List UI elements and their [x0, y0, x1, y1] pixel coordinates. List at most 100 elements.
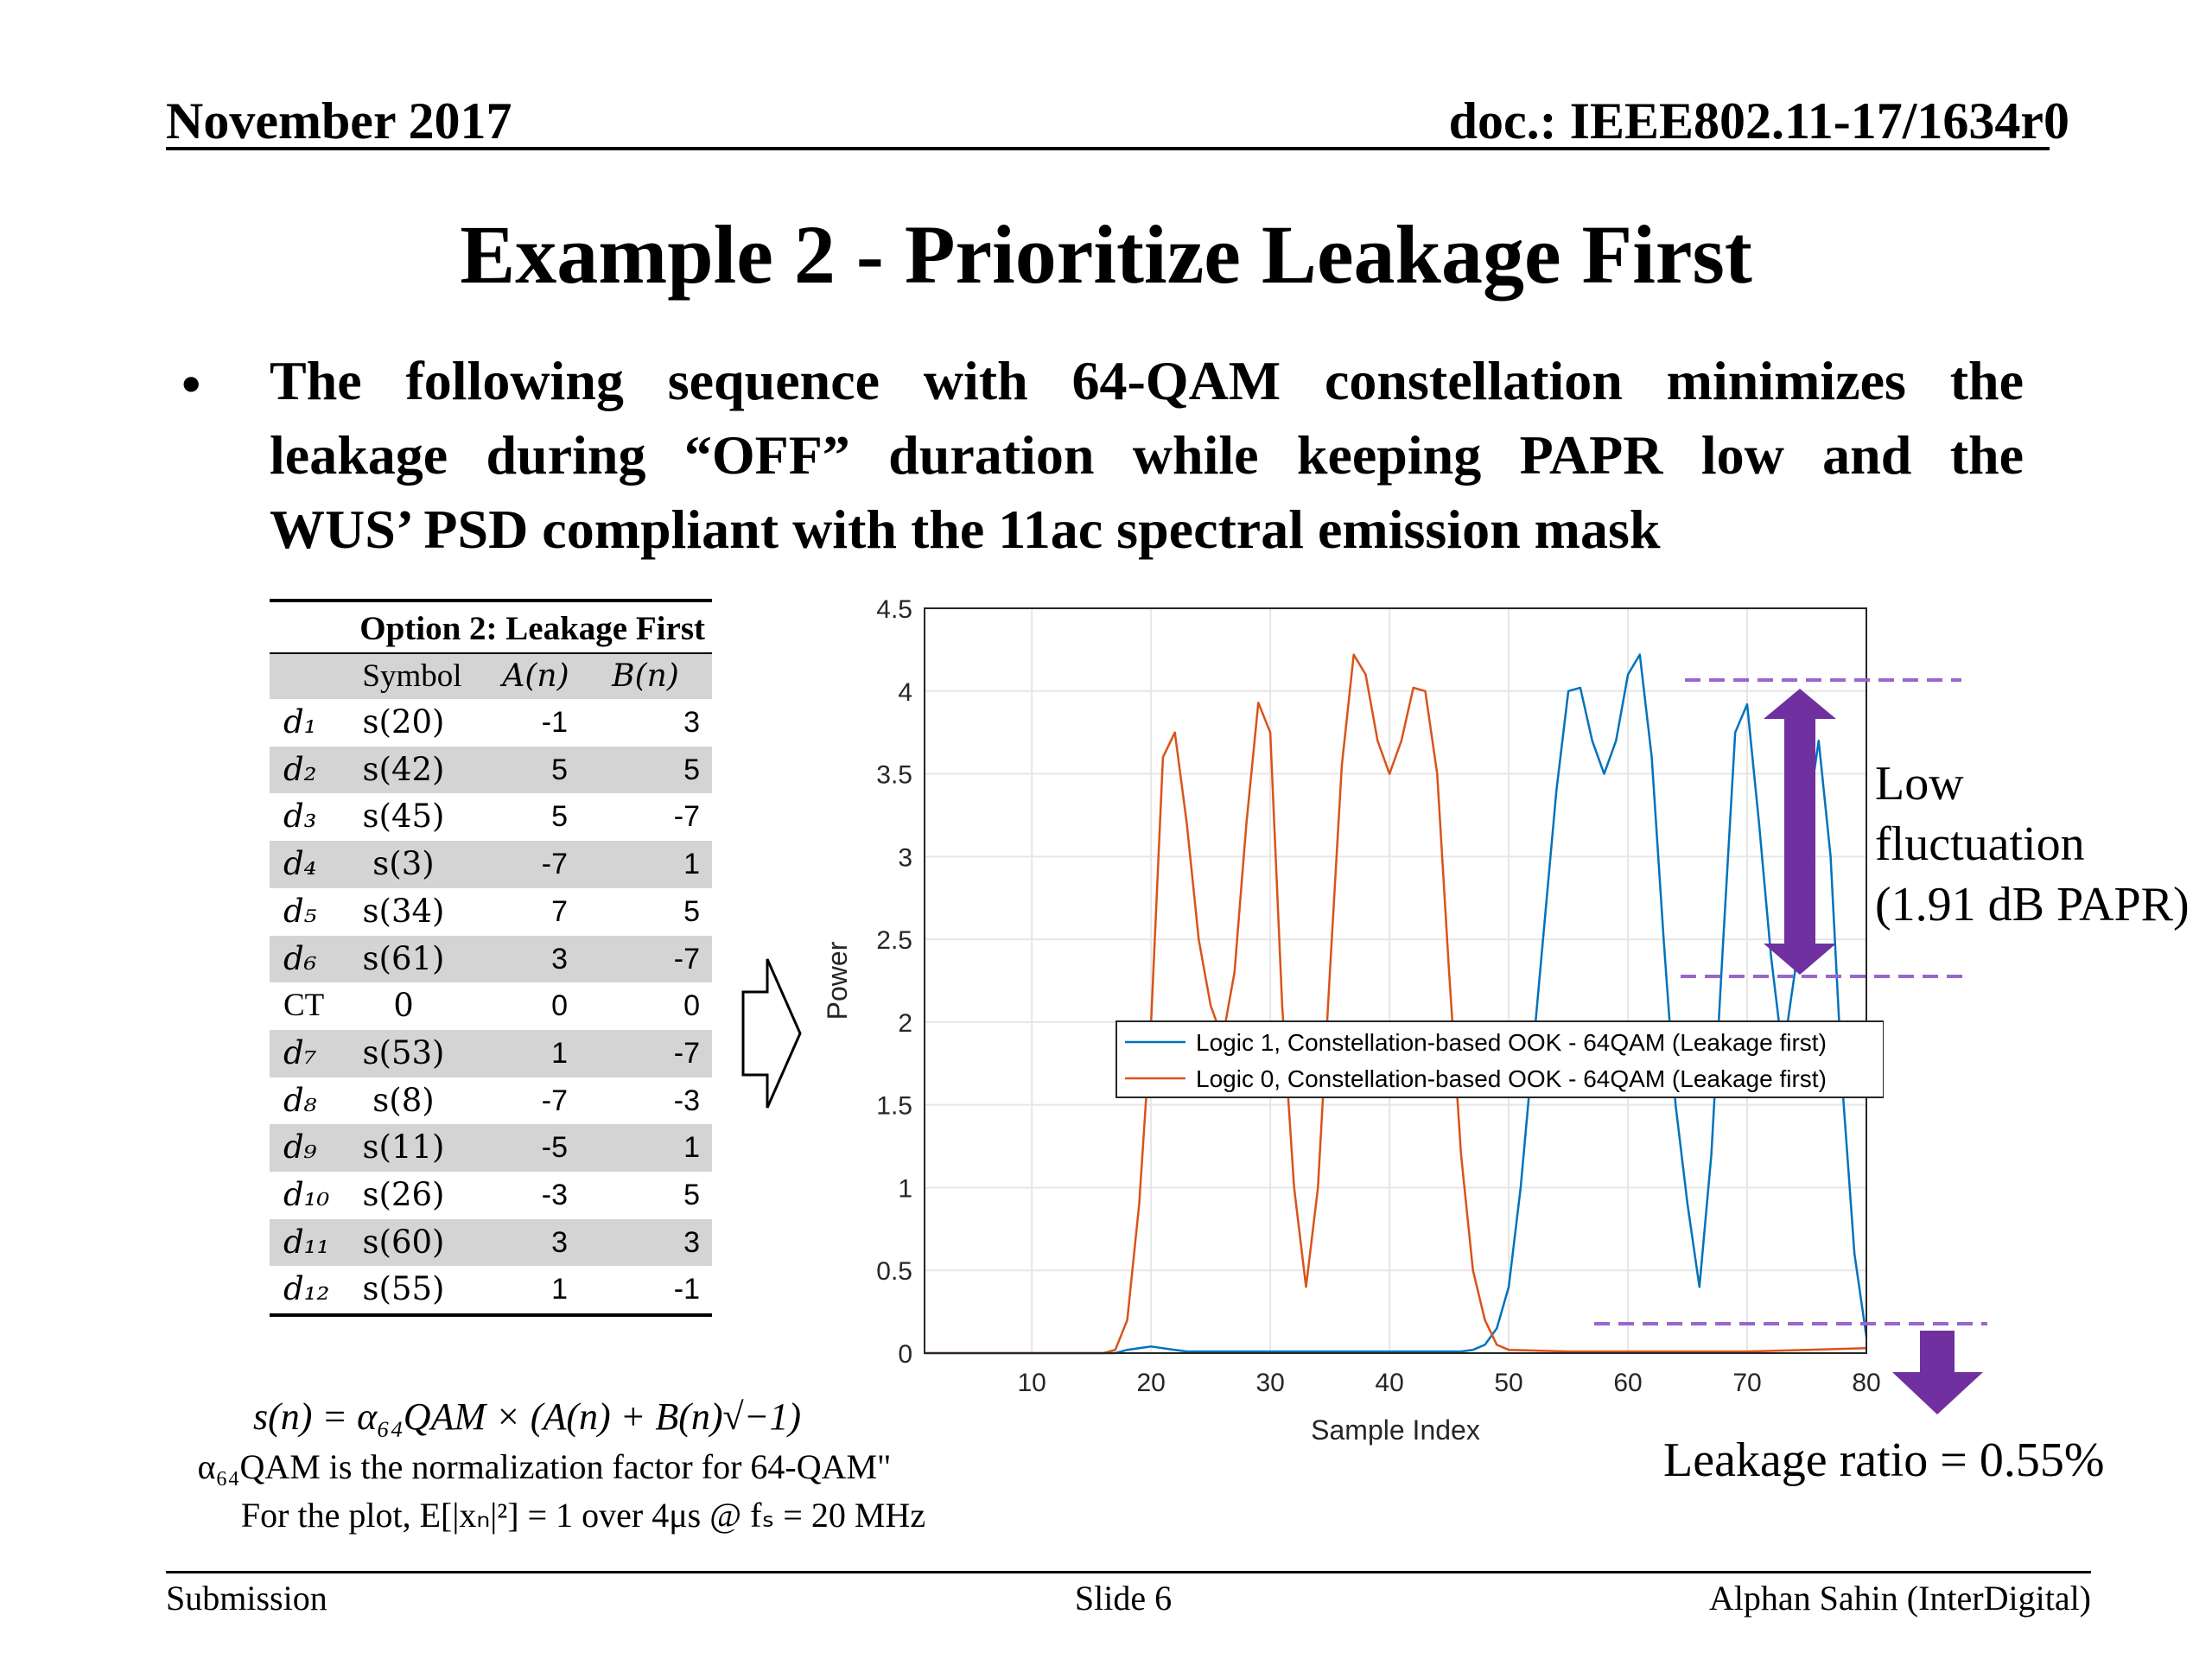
- leakage-annotation: Leakage ratio = 0.55%: [1663, 1433, 2105, 1487]
- row-label-cell: d₃: [283, 798, 317, 836]
- legend-label: Logic 0, Constellation-based OOK - 64QAM…: [1196, 1065, 1827, 1092]
- b-value-cell: 5: [683, 1179, 700, 1211]
- bullet-text: The following sequence with 64-QAM const…: [270, 344, 2024, 567]
- footer-rule: [166, 1571, 2091, 1573]
- b-value-cell: -3: [673, 1084, 700, 1117]
- annotation-line: fluctuation: [1875, 817, 2085, 871]
- row-label-cell: d₁: [283, 703, 317, 741]
- symbol-cell: s(26): [362, 1176, 445, 1213]
- down-arrow-icon: [1892, 1331, 1983, 1414]
- table-mid-rule: [270, 652, 712, 654]
- footer-author: Alphan Sahin (InterDigital): [1708, 1579, 2091, 1618]
- chart-grid: [925, 607, 1867, 1354]
- symbol-cell: s(20): [362, 703, 445, 741]
- row-label-cell: d₄: [283, 845, 317, 883]
- table-row: d₁₂ s(55) 1 -1: [270, 1266, 712, 1313]
- a-value-cell: 5: [551, 800, 568, 834]
- x-tick-label: 10: [1017, 1369, 1046, 1397]
- x-tick-label: 60: [1613, 1369, 1642, 1397]
- table-title: Option 2: Leakage First: [359, 610, 705, 647]
- row-label-cell: d₁₁: [283, 1223, 330, 1261]
- symbol-cell: s(45): [362, 798, 445, 836]
- a-value-cell: 1: [551, 1036, 568, 1070]
- b-value-cell: 5: [683, 753, 700, 786]
- b-value-cell: 3: [683, 706, 700, 739]
- symbol-cell: s(53): [362, 1033, 445, 1071]
- x-tick-label: 30: [1255, 1369, 1284, 1397]
- symbol-cell: s(60): [362, 1223, 445, 1261]
- y-tick-label: 1.5: [876, 1092, 912, 1121]
- footer-submission: Submission: [166, 1579, 327, 1618]
- a-value-cell: -7: [541, 1084, 568, 1117]
- chart-series-layer: [925, 653, 1868, 1355]
- symbol-cell: s(34): [362, 892, 445, 930]
- header-date: November 2017: [166, 92, 512, 149]
- table-header-cell: B(n): [612, 658, 679, 694]
- series-line-1: [925, 653, 1868, 1355]
- b-value-cell: 1: [683, 848, 700, 881]
- x-tick-label: 80: [1852, 1369, 1880, 1397]
- table-header-cell: A(n): [502, 658, 569, 694]
- row-label-cell: d₇: [283, 1033, 317, 1071]
- row-label-cell: d₉: [283, 1128, 317, 1166]
- row-label-cell: d₆: [283, 939, 317, 977]
- y-tick-label: 0: [898, 1340, 912, 1369]
- table-row: d₁₁ s(60) 3 3: [270, 1218, 712, 1267]
- row-label-cell: d₈: [283, 1081, 317, 1119]
- table-row: d₆ s(61) 3 -7: [270, 935, 712, 983]
- a-value-cell: 5: [551, 753, 568, 786]
- symbol-cell: 0: [393, 987, 414, 1025]
- annotation-line: (1.91 dB PAPR): [1875, 878, 2190, 931]
- b-value-cell: 5: [683, 894, 700, 928]
- table-top-rule: [270, 599, 712, 602]
- table-row: d₃ s(45) 5 -7: [270, 793, 712, 841]
- b-value-cell: -1: [673, 1273, 700, 1306]
- power-chart: 0 0.5 1 1.5 2 2.5 3 3.5 4 4.5 10 20 30 40 50 60 70 80 Sa…: [822, 595, 1884, 1446]
- x-tick-label: 50: [1494, 1369, 1522, 1397]
- b-value-cell: -7: [673, 800, 700, 834]
- right-arrow-icon: [741, 958, 802, 1109]
- formula-symbol-definition: s(n) = α₆₄QAM × (A(n) + B(n)√−1): [252, 1395, 801, 1438]
- row-label-cell: d₁₀: [283, 1176, 330, 1213]
- a-value-cell: -7: [541, 848, 568, 881]
- formula-plot-note: For the plot, E[|xₙ|²] = 1 over 4μs @ fₛ…: [240, 1496, 926, 1535]
- symbol-cell: s(55): [362, 1270, 445, 1308]
- table-row: d₇ s(53) 1 -7: [270, 1029, 712, 1077]
- y-tick-label: 2: [898, 1009, 912, 1038]
- table-row: CT 0 0 0: [270, 982, 712, 1030]
- slide-title: Example 2 - Prioritize Leakage First: [460, 208, 1752, 301]
- table-row: d₅ s(34) 7 5: [270, 888, 712, 936]
- x-tick-label: 40: [1375, 1369, 1403, 1397]
- y-tick-label: 4.5: [876, 595, 912, 624]
- a-value-cell: 1: [551, 1273, 568, 1306]
- a-value-cell: 7: [551, 894, 568, 928]
- annotation-line: Low: [1875, 757, 1964, 810]
- formula-normalization: α₆₄QAM is the normalization factor for 6…: [197, 1447, 892, 1486]
- row-label-cell: d₁₂: [283, 1270, 330, 1308]
- symbol-cell: s(11): [362, 1128, 445, 1166]
- table-row: d₁ s(20) -1 3: [270, 699, 712, 747]
- y-axis-label: Power: [822, 941, 853, 1020]
- symbol-cell: s(42): [362, 750, 445, 788]
- bullet-marker: •: [181, 353, 201, 415]
- table-row: d₄ s(3) -7 1: [270, 841, 712, 888]
- a-value-cell: -5: [541, 1131, 568, 1165]
- table-bottom-rule: [270, 1313, 712, 1318]
- y-tick-label: 3.5: [876, 761, 912, 790]
- b-value-cell: 0: [683, 989, 700, 1023]
- x-tick-label: 20: [1136, 1369, 1165, 1397]
- legend-box: [1116, 1020, 1884, 1098]
- fluctuation-annotation: Low fluctuation (1.91 dB PAPR): [1875, 753, 2190, 935]
- table-header-row: Symbol A(n) B(n): [270, 654, 712, 699]
- a-value-cell: -3: [541, 1179, 568, 1211]
- symbol-cell: s(8): [372, 1081, 435, 1119]
- footer-slide-number: Slide 6: [1074, 1579, 1173, 1618]
- table-row: d₈ s(8) -7 -3: [270, 1077, 712, 1125]
- table-header-cell: Symbol: [362, 658, 462, 694]
- bullet-line: WUS’ PSD compliant with the 11ac spectra…: [270, 499, 1661, 560]
- chart-legend: Logic 1, Constellation-based OOK - 64QAM…: [1116, 1020, 1884, 1098]
- table-row: d₉ s(11) -5 1: [270, 1124, 712, 1172]
- y-tick-label: 1: [898, 1174, 912, 1203]
- row-label-cell: d₅: [283, 892, 317, 930]
- header-doc-id: doc.: IEEE802.11-17/1634r0: [1448, 92, 2069, 149]
